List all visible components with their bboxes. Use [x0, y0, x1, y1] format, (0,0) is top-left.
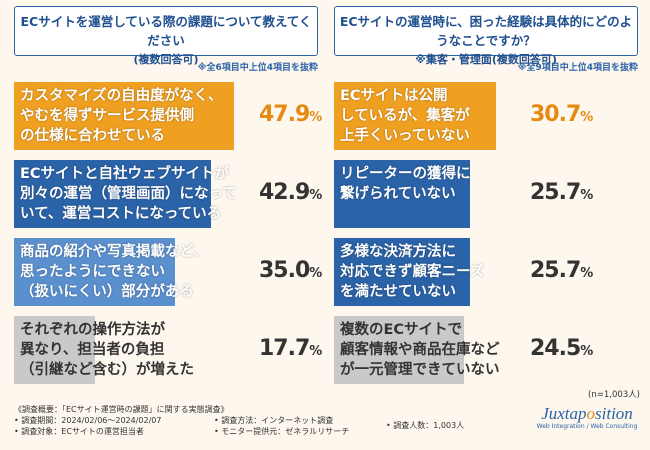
left-question-title: ECサイトを運営している際の課題について教えてください [20, 14, 312, 48]
bar-label: 複数のECサイトで 顧客情報や商品在庫など が一元管理できていない [340, 322, 500, 378]
bar [334, 238, 470, 306]
left-panel: ECサイトを運営している際の課題について教えてください (複数回答可) ※全6項… [14, 6, 322, 386]
bar-row: 多様な決済方法に 対応できず顧客ニーズ を満たせていない 25.7% [334, 236, 638, 308]
bar-label: リピーターの獲得に 繋げられていない [340, 166, 471, 202]
value-label: 47.9% [259, 102, 323, 127]
left-question-subtitle: (複数回答可) [133, 53, 199, 66]
bar-row: ECサイトは公開 しているが、集客が 上手くいっていない 30.7% [334, 80, 638, 152]
value-label: 25.7% [530, 258, 594, 283]
bar-label: 商品の紹介や写真掲載など、 思ったようにできない （扱いにくい）部分がある [20, 244, 208, 300]
bar-row: 商品の紹介や写真掲載など、 思ったようにできない （扱いにくい）部分がある 35.… [14, 236, 322, 308]
bar [14, 160, 212, 228]
bar [14, 82, 235, 150]
bar-label: ECサイトは公開 しているが、集客が 上手くいっていない [340, 88, 470, 144]
bar-row: それぞれの操作方法が 異なり、担当者の負担 （引継など含む）が増えた 17.7% [14, 314, 322, 386]
footer-provider: • モニター提供元：ゼネラルリサーチ [214, 427, 350, 436]
right-question-subtitle: ※集客・管理面(複数回答可) [415, 53, 557, 66]
bar [14, 238, 175, 306]
right-bars: ECサイトは公開 しているが、集客が 上手くいっていない 30.7% リピーターの獲… [334, 80, 638, 386]
value-label: 24.5% [530, 336, 594, 361]
bar-label: ECサイトと自社ウェブサイトが 別々の運営（管理画面）になって いて、運営コスト… [20, 166, 237, 222]
right-panel: ECサイトの運営時に、困った経験は具体的にどのようなことですか？ ※集客・管理面… [334, 6, 638, 386]
bar [334, 82, 497, 150]
bar-row: リピーターの獲得に 繋げられていない 25.7% [334, 158, 638, 230]
bar-row: ECサイトと自社ウェブサイトが 別々の運営（管理画面）になって いて、運営コスト… [14, 158, 322, 230]
footer-title: 《調査概要：「ECサイト運営時の課題」に関する実態調査》 [14, 405, 229, 414]
left-note: ※全6項目中上位4項目を抜粋 [197, 63, 318, 73]
bar-row: カスタマイズの自由度がなく、 やむを得ずサービス提供側 の仕様に合わせている 47… [14, 80, 322, 152]
logo-wordmark: Juxtaposition [541, 404, 633, 423]
bar [334, 316, 464, 384]
right-question-box: ECサイトの運営時に、困った経験は具体的にどのようなことですか？ ※集客・管理面… [334, 6, 638, 66]
right-note: ※全9項目中上位4項目を抜粋 [517, 63, 638, 73]
value-label: 30.7% [530, 102, 594, 127]
bar-label: 多様な決済方法に 対応できず顧客ニーズ を満たせていない [340, 244, 485, 300]
right-question-title: ECサイトの運営時に、困った経験は具体的にどのようなことですか？ [339, 14, 633, 48]
footer-method: • 調査方法：インターネット調査 [214, 416, 334, 425]
bar-row: 複数のECサイトで 顧客情報や商品在庫など が一元管理できていない 24.5% [334, 314, 638, 386]
value-label: 42.9% [259, 180, 323, 205]
footer-target: • 調査対象：ECサイトの運営担当者 [14, 427, 144, 436]
value-label: 25.7% [530, 180, 594, 205]
value-label: 17.7% [259, 336, 323, 361]
sample-size-label: (n=1,003人) [588, 390, 640, 400]
left-question-box: ECサイトを運営している際の課題について教えてください (複数回答可) [14, 6, 318, 66]
bar [334, 160, 470, 228]
footer-count: • 調査人数：1,003人 [386, 421, 465, 430]
juxtaposition-logo: Juxtaposition Web Integration / Web Cons… [528, 404, 646, 430]
value-label: 35.0% [259, 258, 323, 283]
bar-label: カスタマイズの自由度がなく、 やむを得ずサービス提供側 の仕様に合わせている [20, 88, 223, 144]
bar-label: それぞれの操作方法が 異なり、担当者の負担 （引継など含む）が増えた [20, 322, 194, 378]
footer-period: • 調査期間：2024/02/06～2024/02/07 [14, 416, 162, 425]
left-bars: カスタマイズの自由度がなく、 やむを得ずサービス提供側 の仕様に合わせている 47… [14, 80, 322, 386]
logo-subtitle: Web Integration / Web Consulting [536, 423, 638, 430]
bar [14, 316, 96, 384]
